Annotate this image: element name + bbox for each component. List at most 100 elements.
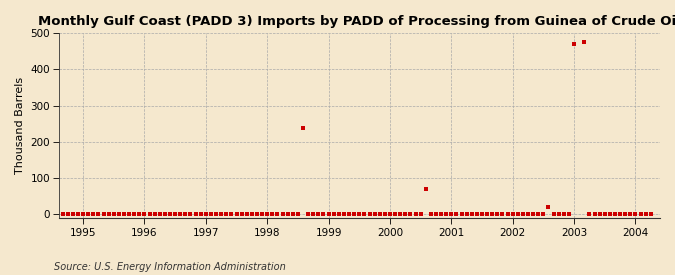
Point xyxy=(446,212,457,216)
Point xyxy=(62,212,73,216)
Point xyxy=(272,212,283,216)
Point xyxy=(113,212,124,216)
Point xyxy=(308,212,319,216)
Point xyxy=(558,212,569,216)
Point xyxy=(625,212,636,216)
Point xyxy=(73,212,84,216)
Point xyxy=(385,212,396,216)
Point xyxy=(568,42,579,46)
Point xyxy=(512,212,523,216)
Point xyxy=(288,212,298,216)
Point xyxy=(221,212,232,216)
Point xyxy=(533,212,543,216)
Point xyxy=(292,212,303,216)
Point xyxy=(262,212,273,216)
Point xyxy=(554,212,564,216)
Point xyxy=(508,212,518,216)
Point xyxy=(589,212,600,216)
Point xyxy=(435,212,446,216)
Point xyxy=(98,212,109,216)
Point xyxy=(149,212,160,216)
Point xyxy=(604,212,615,216)
Point xyxy=(256,212,267,216)
Point xyxy=(155,212,165,216)
Point xyxy=(328,212,339,216)
Point xyxy=(610,212,620,216)
Point xyxy=(180,212,191,216)
Point xyxy=(543,205,554,210)
Point xyxy=(231,212,242,216)
Text: Source: U.S. Energy Information Administration: Source: U.S. Energy Information Administ… xyxy=(54,262,286,272)
Point xyxy=(129,212,140,216)
Point xyxy=(216,212,227,216)
Point xyxy=(57,212,68,216)
Point xyxy=(354,212,364,216)
Point xyxy=(78,212,88,216)
Point xyxy=(466,212,477,216)
Point xyxy=(200,212,211,216)
Point xyxy=(52,212,63,216)
Point xyxy=(456,212,467,216)
Point xyxy=(389,212,400,216)
Point xyxy=(379,212,390,216)
Point xyxy=(359,212,370,216)
Point xyxy=(369,212,380,216)
Point xyxy=(441,212,452,216)
Point xyxy=(620,212,630,216)
Point xyxy=(518,212,529,216)
Point xyxy=(487,212,497,216)
Point xyxy=(421,187,431,192)
Point xyxy=(344,212,354,216)
Point xyxy=(313,212,324,216)
Point xyxy=(364,212,375,216)
Point xyxy=(68,212,78,216)
Point xyxy=(492,212,503,216)
Point xyxy=(349,212,360,216)
Point xyxy=(205,212,216,216)
Point xyxy=(103,212,114,216)
Point xyxy=(425,212,436,216)
Point xyxy=(497,212,508,216)
Point xyxy=(165,212,176,216)
Point xyxy=(88,212,99,216)
Point xyxy=(564,212,574,216)
Point xyxy=(277,212,288,216)
Point xyxy=(175,212,186,216)
Point xyxy=(185,212,196,216)
Point xyxy=(282,212,293,216)
Point xyxy=(236,212,247,216)
Point xyxy=(159,212,170,216)
Point xyxy=(323,212,334,216)
Point xyxy=(538,212,549,216)
Point xyxy=(267,212,277,216)
Point xyxy=(226,212,237,216)
Point xyxy=(415,212,426,216)
Point xyxy=(195,212,206,216)
Point xyxy=(472,212,483,216)
Point xyxy=(645,212,656,216)
Point xyxy=(630,212,641,216)
Point xyxy=(528,212,539,216)
Point xyxy=(333,212,344,216)
Point xyxy=(431,212,441,216)
Point xyxy=(242,212,252,216)
Point xyxy=(522,212,533,216)
Point xyxy=(400,212,410,216)
Point xyxy=(318,212,329,216)
Point xyxy=(246,212,257,216)
Point xyxy=(579,40,590,44)
Point xyxy=(594,212,605,216)
Point xyxy=(410,212,421,216)
Point xyxy=(451,212,462,216)
Point xyxy=(641,212,651,216)
Point xyxy=(298,126,308,130)
Point xyxy=(375,212,385,216)
Point xyxy=(405,212,416,216)
Point xyxy=(302,212,313,216)
Point xyxy=(395,212,406,216)
Point xyxy=(461,212,472,216)
Point xyxy=(93,212,104,216)
Title: Monthly Gulf Coast (PADD 3) Imports by PADD of Processing from Guinea of Crude O: Monthly Gulf Coast (PADD 3) Imports by P… xyxy=(38,15,675,28)
Point xyxy=(83,212,94,216)
Point xyxy=(169,212,180,216)
